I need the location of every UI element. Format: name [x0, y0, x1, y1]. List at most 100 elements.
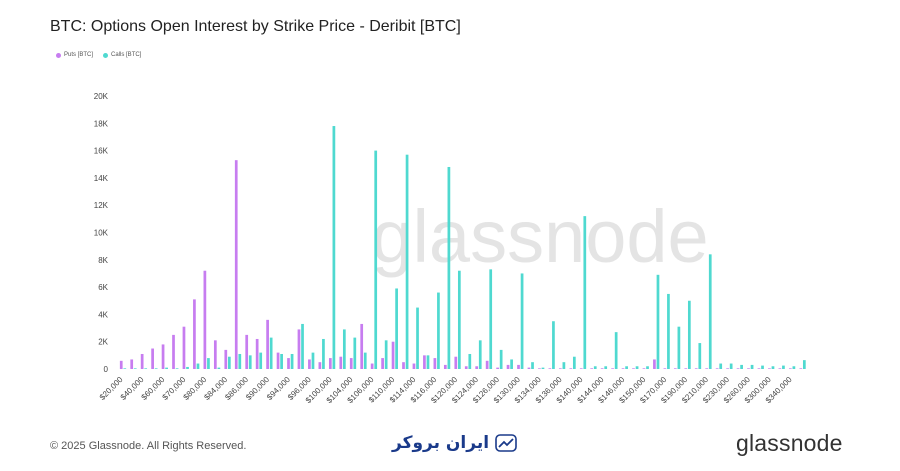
calls-bar[interactable]: [625, 366, 628, 369]
calls-bar[interactable]: [259, 352, 263, 369]
puts-bar[interactable]: [600, 368, 604, 369]
calls-bar[interactable]: [499, 349, 503, 369]
puts-bar[interactable]: [119, 360, 123, 369]
puts-bar[interactable]: [140, 353, 144, 369]
calls-bar[interactable]: [457, 270, 461, 369]
puts-bar[interactable]: [475, 366, 479, 369]
calls-bar[interactable]: [646, 366, 649, 369]
calls-bar[interactable]: [802, 360, 806, 369]
puts-bar[interactable]: [558, 368, 562, 369]
puts-bar[interactable]: [224, 349, 228, 369]
puts-bar[interactable]: [370, 363, 374, 369]
puts-bar[interactable]: [203, 270, 207, 369]
calls-bar[interactable]: [227, 356, 231, 369]
puts-bar[interactable]: [402, 362, 405, 369]
puts-bar[interactable]: [266, 319, 269, 369]
puts-bar[interactable]: [276, 352, 280, 369]
puts-bar[interactable]: [308, 359, 311, 369]
calls-bar[interactable]: [478, 340, 482, 369]
puts-bar[interactable]: [799, 368, 803, 369]
puts-bar[interactable]: [663, 368, 667, 369]
puts-bar[interactable]: [548, 368, 552, 369]
calls-bar[interactable]: [384, 340, 388, 369]
calls-bar[interactable]: [510, 359, 513, 369]
legend-item-calls[interactable]: Calls [BTC]: [103, 52, 141, 58]
calls-bar[interactable]: [677, 326, 681, 369]
calls-bar[interactable]: [123, 368, 127, 369]
puts-bar[interactable]: [182, 326, 186, 369]
puts-bar[interactable]: [747, 368, 750, 369]
puts-bar[interactable]: [726, 368, 729, 369]
calls-bar[interactable]: [353, 337, 357, 369]
calls-bar[interactable]: [154, 368, 158, 369]
calls-bar[interactable]: [792, 366, 796, 369]
calls-bar[interactable]: [583, 216, 587, 369]
calls-bar[interactable]: [144, 368, 148, 369]
puts-bar[interactable]: [653, 359, 656, 369]
puts-bar[interactable]: [234, 160, 238, 369]
puts-bar[interactable]: [297, 329, 301, 369]
puts-bar[interactable]: [527, 367, 531, 369]
calls-bar[interactable]: [175, 368, 179, 369]
calls-bar[interactable]: [269, 337, 273, 369]
calls-bar[interactable]: [395, 288, 398, 369]
puts-bar[interactable]: [590, 368, 594, 369]
calls-bar[interactable]: [604, 366, 608, 369]
puts-bar[interactable]: [496, 367, 499, 369]
calls-bar[interactable]: [322, 338, 325, 369]
calls-bar[interactable]: [447, 166, 451, 369]
puts-bar[interactable]: [172, 334, 175, 370]
calls-bar[interactable]: [133, 368, 137, 369]
calls-bar[interactable]: [207, 358, 210, 369]
puts-bar[interactable]: [538, 368, 541, 369]
puts-bar[interactable]: [673, 368, 677, 369]
calls-bar[interactable]: [520, 273, 524, 369]
partner-logo[interactable]: ایران بروکر: [392, 433, 517, 453]
calls-bar[interactable]: [729, 363, 733, 369]
calls-bar[interactable]: [426, 355, 430, 369]
calls-bar[interactable]: [552, 321, 555, 369]
calls-bar[interactable]: [614, 332, 618, 369]
puts-bar[interactable]: [433, 358, 437, 369]
puts-bar[interactable]: [349, 358, 353, 369]
calls-bar[interactable]: [782, 365, 785, 369]
calls-bar[interactable]: [531, 362, 534, 369]
puts-bar[interactable]: [768, 368, 771, 369]
calls-bar[interactable]: [342, 329, 346, 369]
puts-bar[interactable]: [161, 344, 165, 369]
calls-bar[interactable]: [217, 367, 221, 369]
puts-bar[interactable]: [757, 368, 761, 369]
calls-bar[interactable]: [311, 352, 315, 369]
calls-bar[interactable]: [771, 366, 775, 369]
calls-bar[interactable]: [562, 362, 566, 369]
puts-bar[interactable]: [736, 368, 740, 369]
calls-bar[interactable]: [196, 363, 200, 369]
puts-bar[interactable]: [151, 348, 154, 369]
glassnode-logo[interactable]: glassnode: [736, 430, 843, 456]
puts-bar[interactable]: [328, 358, 332, 369]
legend-item-puts[interactable]: Puts [BTC]: [56, 52, 93, 58]
calls-bar[interactable]: [363, 352, 367, 369]
calls-bar[interactable]: [489, 269, 493, 369]
puts-bar[interactable]: [213, 340, 217, 369]
puts-bar[interactable]: [611, 368, 614, 369]
puts-bar[interactable]: [381, 358, 384, 369]
calls-bar[interactable]: [667, 293, 670, 369]
calls-bar[interactable]: [468, 353, 472, 369]
calls-bar[interactable]: [750, 364, 754, 369]
calls-bar[interactable]: [374, 150, 378, 369]
calls-bar[interactable]: [332, 126, 336, 369]
puts-bar[interactable]: [454, 356, 458, 369]
calls-bar[interactable]: [708, 254, 712, 369]
calls-bar[interactable]: [698, 343, 702, 369]
calls-bar[interactable]: [687, 300, 691, 369]
puts-bar[interactable]: [579, 368, 583, 369]
puts-bar[interactable]: [318, 362, 322, 369]
puts-bar[interactable]: [788, 368, 792, 369]
calls-bar[interactable]: [416, 307, 419, 369]
puts-bar[interactable]: [423, 355, 426, 369]
puts-bar[interactable]: [412, 363, 416, 369]
puts-bar[interactable]: [443, 364, 447, 369]
calls-bar[interactable]: [405, 154, 409, 369]
puts-bar[interactable]: [391, 341, 395, 369]
